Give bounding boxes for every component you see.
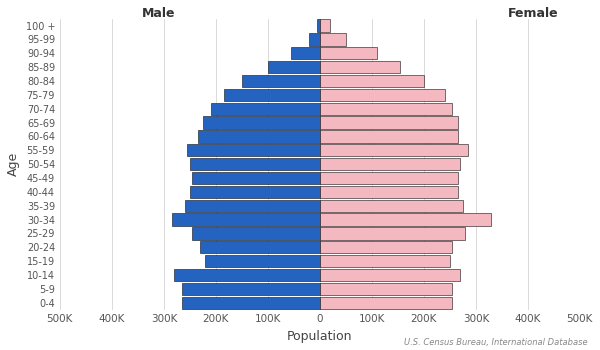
Bar bbox=[320, 117, 458, 129]
Bar bbox=[320, 269, 460, 281]
Bar bbox=[205, 255, 320, 267]
Bar bbox=[310, 33, 320, 46]
Bar bbox=[320, 89, 445, 101]
Bar bbox=[320, 172, 458, 184]
Bar bbox=[200, 241, 320, 253]
Bar bbox=[320, 61, 400, 73]
Text: Male: Male bbox=[142, 7, 175, 20]
Bar bbox=[185, 199, 320, 212]
Bar bbox=[193, 228, 320, 239]
Bar bbox=[174, 269, 320, 281]
Bar bbox=[320, 158, 460, 170]
Bar bbox=[211, 103, 320, 115]
Bar bbox=[320, 296, 452, 309]
Bar bbox=[317, 20, 320, 32]
Bar bbox=[182, 283, 320, 295]
Y-axis label: Age: Age bbox=[7, 152, 20, 176]
Bar bbox=[193, 172, 320, 184]
Bar bbox=[320, 144, 468, 156]
Bar bbox=[320, 33, 346, 46]
Bar bbox=[320, 20, 330, 32]
Bar bbox=[320, 75, 424, 87]
Text: U.S. Census Bureau, International Database: U.S. Census Bureau, International Databa… bbox=[404, 337, 588, 346]
Bar bbox=[320, 186, 458, 198]
Bar bbox=[172, 214, 320, 226]
Bar bbox=[291, 47, 320, 60]
Text: Female: Female bbox=[508, 7, 559, 20]
Bar bbox=[320, 228, 466, 239]
Bar bbox=[320, 199, 463, 212]
Bar bbox=[190, 158, 320, 170]
X-axis label: Population: Population bbox=[287, 330, 353, 343]
Bar bbox=[203, 117, 320, 129]
Bar bbox=[182, 296, 320, 309]
Bar bbox=[320, 241, 452, 253]
Bar bbox=[320, 255, 450, 267]
Bar bbox=[320, 47, 377, 60]
Bar bbox=[242, 75, 320, 87]
Bar bbox=[320, 130, 458, 142]
Bar bbox=[268, 61, 320, 73]
Bar bbox=[190, 186, 320, 198]
Bar bbox=[187, 144, 320, 156]
Bar bbox=[320, 283, 452, 295]
Bar bbox=[224, 89, 320, 101]
Bar bbox=[320, 103, 452, 115]
Bar bbox=[320, 214, 491, 226]
Bar bbox=[197, 130, 320, 142]
